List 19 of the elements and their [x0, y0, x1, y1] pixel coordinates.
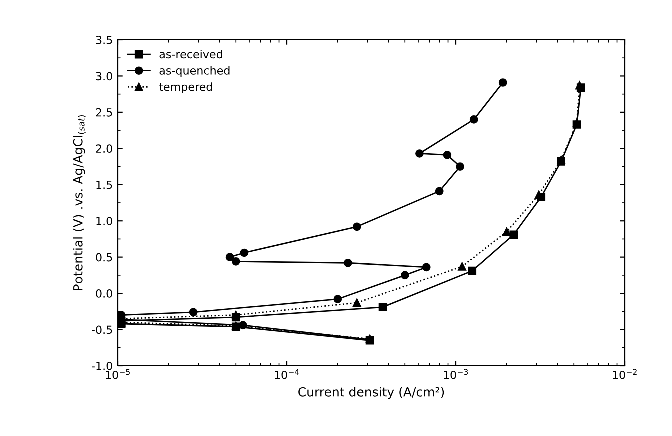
- legend-label: tempered: [159, 82, 212, 94]
- y-tick-label: 3.5: [96, 36, 112, 44]
- legend-label: as-received: [160, 50, 222, 59]
- legend-label: as-quenched: [160, 66, 230, 78]
- y-axis-title: Potential (V) .vs. Ag/AgCl$_{(sat)}$: [73, 115, 86, 290]
- y-tick-label: -0.5: [92, 326, 112, 334]
- y-tick-label: 0.0: [96, 290, 112, 298]
- x-tick-label: 10$^{−5}$: [106, 369, 130, 380]
- y-tick-label: 3.0: [96, 72, 112, 81]
- x-tick-label: 10$^{−2}$: [613, 369, 637, 380]
- y-tick-label: -1.0: [92, 362, 112, 370]
- y-tick-label: 1.5: [96, 181, 112, 190]
- x-axis-title: Current density (A/cm²): [298, 387, 444, 400]
- x-tick-label: 10$^{−3}$: [444, 369, 468, 380]
- x-tick-label: 10$^{−4}$: [275, 369, 300, 380]
- y-tick-label: 2.5: [96, 108, 112, 117]
- y-tick-label: 1.0: [96, 217, 112, 226]
- y-tick-label: 2.0: [96, 144, 112, 154]
- y-tick-label: 0.5: [96, 253, 112, 262]
